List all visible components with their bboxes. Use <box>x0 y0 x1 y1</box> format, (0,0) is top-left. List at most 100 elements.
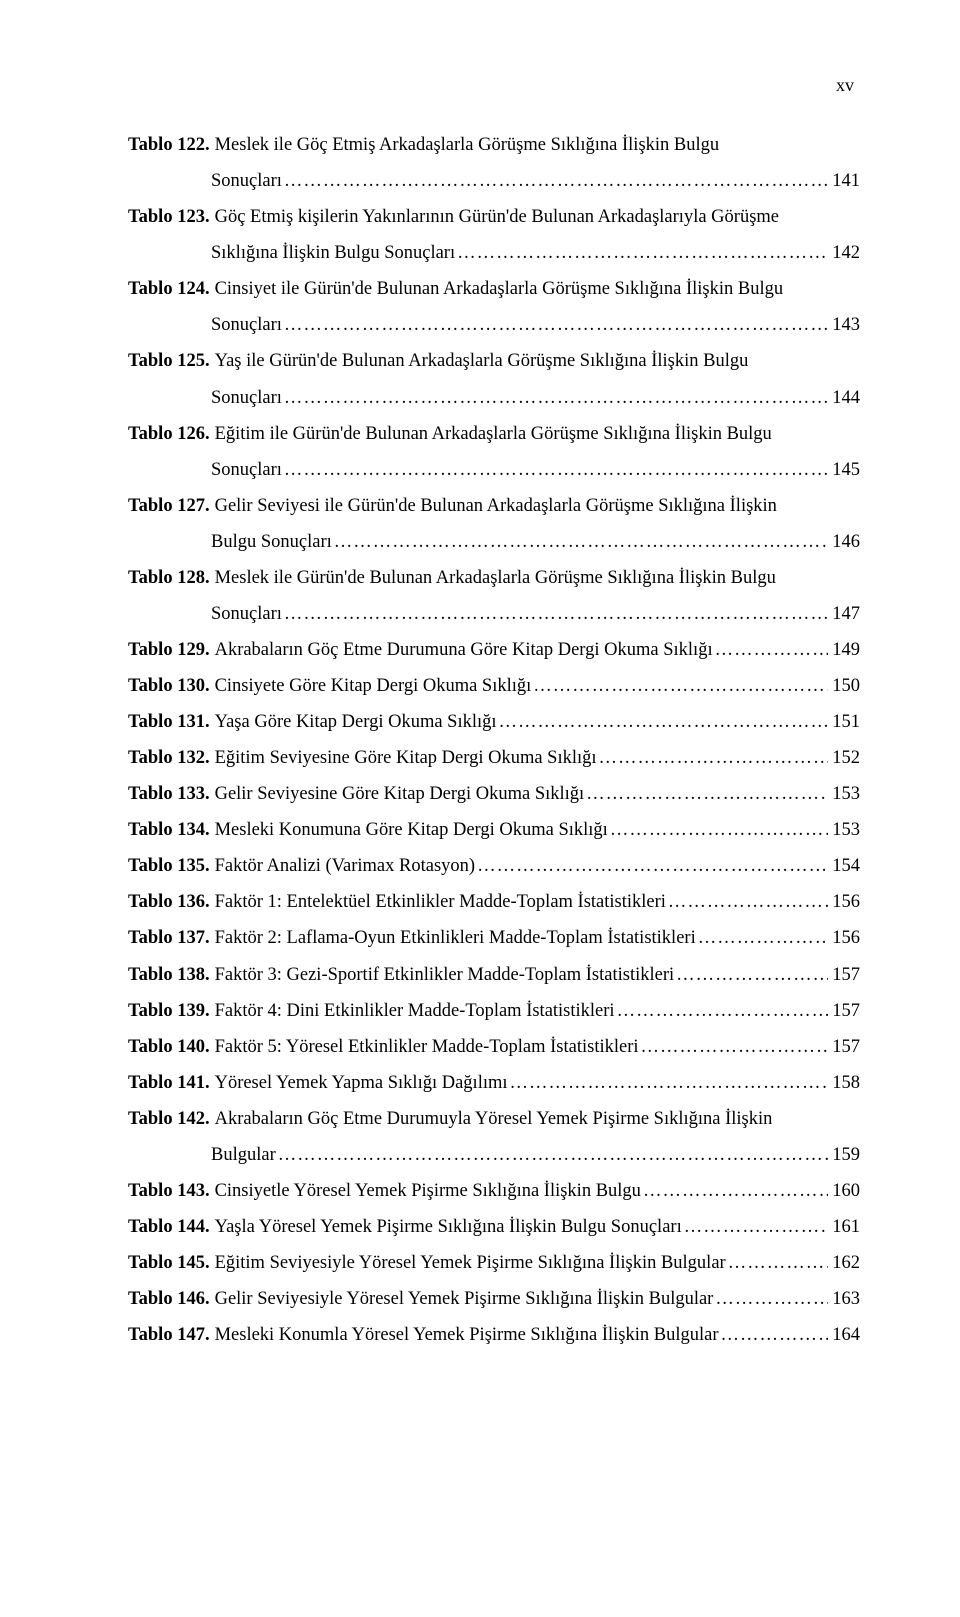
entry-label: Tablo 139. <box>128 993 210 1029</box>
toc-entry: Tablo 122.Meslek ile Göç Etmiş Arkadaşla… <box>128 127 860 163</box>
entry-title: Sonuçları <box>211 163 282 199</box>
entry-title: Faktör 3: Gezi-Sportif Etkinlikler Madde… <box>215 957 675 993</box>
toc-entry: Tablo 133.Gelir Seviyesine Göre Kitap De… <box>128 776 860 812</box>
toc-entry: Tablo 145.Eğitim Seviyesiyle Yöresel Yem… <box>128 1245 860 1281</box>
toc-entry: Sonuçları143 <box>128 307 860 343</box>
page-number: xv <box>128 68 860 103</box>
entry-label: Tablo 132. <box>128 740 210 776</box>
entry-title: Cinsiyet ile Gürün'de Bulunan Arkadaşlar… <box>215 271 784 307</box>
entry-title: Eğitim ile Gürün'de Bulunan Arkadaşlarla… <box>215 416 772 452</box>
entry-page: 141 <box>830 163 860 199</box>
toc-entry: Tablo 131.Yaşa Göre Kitap Dergi Okuma Sı… <box>128 704 860 740</box>
entry-title: Meslek ile Gürün'de Bulunan Arkadaşlarla… <box>215 560 776 596</box>
leader-dots <box>668 884 828 920</box>
toc-entry: Tablo 142.Akrabaların Göç Etme Durumuyla… <box>128 1101 860 1137</box>
toc-entry: Tablo 141.Yöresel Yemek Yapma Sıklığı Da… <box>128 1065 860 1101</box>
leader-dots <box>284 452 828 488</box>
entry-label: Tablo 145. <box>128 1245 210 1281</box>
entry-page: 156 <box>830 920 860 956</box>
entry-label: Tablo 124. <box>128 271 210 307</box>
entry-title: Göç Etmiş kişilerin Yakınlarının Gürün'd… <box>215 199 779 235</box>
leader-dots <box>721 1317 829 1353</box>
entry-title: Sıklığına İlişkin Bulgu Sonuçları <box>211 235 455 271</box>
leader-dots <box>715 632 829 668</box>
entry-page: 153 <box>830 812 860 848</box>
entry-title: Cinsiyete Göre Kitap Dergi Okuma Sıklığı <box>215 668 532 704</box>
leader-dots <box>334 524 828 560</box>
entry-page: 157 <box>830 957 860 993</box>
entry-title: Faktör Analizi (Varimax Rotasyon) <box>215 848 476 884</box>
entry-title: Faktör 1: Entelektüel Etkinlikler Madde-… <box>215 884 666 920</box>
entry-title: Faktör 5: Yöresel Etkinlikler Madde-Topl… <box>215 1029 639 1065</box>
toc-entry: Tablo 136.Faktör 1: Entelektüel Etkinlik… <box>128 884 860 920</box>
entry-page: 146 <box>830 524 860 560</box>
entry-label: Tablo 136. <box>128 884 210 920</box>
entry-label: Tablo 130. <box>128 668 210 704</box>
leader-dots <box>510 1065 829 1101</box>
entry-title: Gelir Seviyesine Göre Kitap Dergi Okuma … <box>215 776 585 812</box>
leader-dots <box>586 776 828 812</box>
entry-label: Tablo 141. <box>128 1065 210 1101</box>
toc-entry: Tablo 123.Göç Etmiş kişilerin Yakınların… <box>128 199 860 235</box>
entry-label: Tablo 142. <box>128 1101 210 1137</box>
entry-label: Tablo 140. <box>128 1029 210 1065</box>
entry-page: 159 <box>830 1137 860 1173</box>
toc-entry: Bulgular 159 <box>128 1137 860 1173</box>
leader-dots <box>284 163 828 199</box>
leader-dots <box>676 957 828 993</box>
leader-dots <box>698 920 829 956</box>
toc-entry: Tablo 138.Faktör 3: Gezi-Sportif Etkinli… <box>128 957 860 993</box>
leader-dots <box>533 668 828 704</box>
leader-dots <box>284 380 828 416</box>
table-of-tables: Tablo 122.Meslek ile Göç Etmiş Arkadaşla… <box>128 127 860 1353</box>
entry-page: 161 <box>830 1209 860 1245</box>
entry-label: Tablo 125. <box>128 343 210 379</box>
entry-label: Tablo 147. <box>128 1317 210 1353</box>
entry-page: 151 <box>830 704 860 740</box>
entry-page: 154 <box>830 848 860 884</box>
leader-dots <box>284 596 828 632</box>
leader-dots <box>641 1029 829 1065</box>
entry-title: Akrabaların Göç Etme Durumuna Göre Kitap… <box>215 632 713 668</box>
entry-page: 143 <box>830 307 860 343</box>
leader-dots <box>610 812 828 848</box>
entry-title: Yaş ile Gürün'de Bulunan Arkadaşlarla Gö… <box>215 343 749 379</box>
entry-label: Tablo 138. <box>128 957 210 993</box>
entry-page: 152 <box>830 740 860 776</box>
entry-title: Meslek ile Göç Etmiş Arkadaşlarla Görüşm… <box>215 127 720 163</box>
entry-page: 164 <box>830 1317 860 1353</box>
entry-page: 142 <box>830 235 860 271</box>
toc-entry: Tablo 139.Faktör 4: Dini Etkinlikler Mad… <box>128 993 860 1029</box>
entry-title: Sonuçları <box>211 452 282 488</box>
entry-title: Bulgular <box>211 1137 276 1173</box>
toc-entry: Sonuçları147 <box>128 596 860 632</box>
entry-label: Tablo 135. <box>128 848 210 884</box>
entry-page: 160 <box>830 1173 860 1209</box>
entry-label: Tablo 137. <box>128 920 210 956</box>
leader-dots <box>599 740 829 776</box>
leader-dots <box>278 1137 829 1173</box>
entry-label: Tablo 129. <box>128 632 210 668</box>
entry-label: Tablo 122. <box>128 127 210 163</box>
entry-page: 158 <box>830 1065 860 1101</box>
entry-title: Faktör 2: Laflama-Oyun Etkinlikleri Madd… <box>215 920 696 956</box>
toc-entry: Tablo 128.Meslek ile Gürün'de Bulunan Ar… <box>128 560 860 596</box>
entry-label: Tablo 133. <box>128 776 210 812</box>
entry-label: Tablo 131. <box>128 704 210 740</box>
entry-title: Gelir Seviyesi ile Gürün'de Bulunan Arka… <box>215 488 777 524</box>
toc-entry: Tablo 134.Mesleki Konumuna Göre Kitap De… <box>128 812 860 848</box>
toc-entry: Tablo 137.Faktör 2: Laflama-Oyun Etkinli… <box>128 920 860 956</box>
leader-dots <box>477 848 828 884</box>
entry-title: Faktör 4: Dini Etkinlikler Madde-Toplam … <box>215 993 615 1029</box>
toc-entry: Tablo 124.Cinsiyet ile Gürün'de Bulunan … <box>128 271 860 307</box>
entry-title: Bulgu Sonuçları <box>211 524 332 560</box>
entry-page: 150 <box>830 668 860 704</box>
entry-label: Tablo 144. <box>128 1209 210 1245</box>
entry-label: Tablo 128. <box>128 560 210 596</box>
entry-page: 162 <box>830 1245 860 1281</box>
leader-dots <box>684 1209 829 1245</box>
entry-label: Tablo 134. <box>128 812 210 848</box>
toc-entry: Tablo 125.Yaş ile Gürün'de Bulunan Arkad… <box>128 343 860 379</box>
entry-label: Tablo 127. <box>128 488 210 524</box>
entry-page: 144 <box>830 380 860 416</box>
